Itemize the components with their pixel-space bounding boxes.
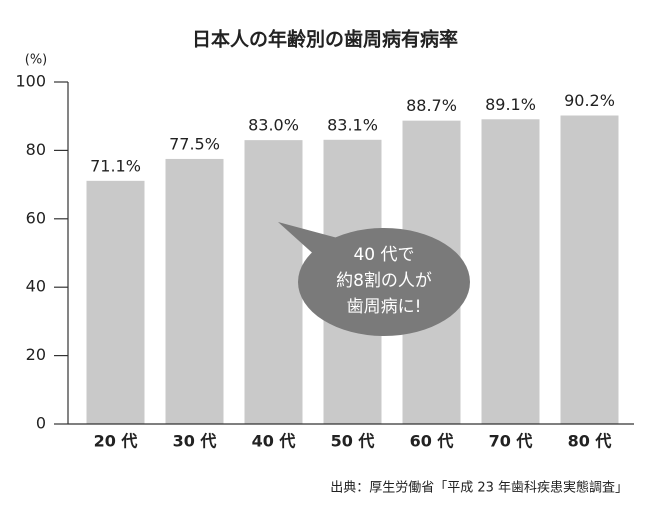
value-label: 88.7% [406,96,457,115]
annotation-line: 40 代で [353,245,414,265]
bar [481,119,540,424]
bar [560,115,619,425]
bar [165,158,224,424]
value-label: 77.5% [169,134,220,153]
y-tick-label: 80 [26,140,46,159]
bar [244,140,303,424]
x-tick-label: 50 代 [331,432,375,451]
y-tick-label: 40 [26,277,46,296]
value-label: 89.1% [485,95,536,114]
annotation-line: 歯周病に! [347,297,422,317]
y-tick-label: 20 [26,345,46,364]
value-label: 83.0% [248,116,299,135]
bubble [298,228,470,336]
bar [86,180,145,424]
x-tick-label: 60 代 [410,432,454,451]
y-axis-label: (%) [25,53,48,68]
x-tick-label: 70 代 [489,432,533,451]
annotation-line: 約8割の人が [336,271,432,291]
y-tick-label: 100 [15,72,46,91]
value-label: 83.1% [327,115,378,134]
value-label: 90.2% [564,91,615,110]
x-tick-label: 40 代 [252,432,296,451]
x-tick-label: 30 代 [173,432,217,451]
x-tick-label: 80 代 [568,432,612,451]
x-tick-label: 20 代 [94,432,138,451]
chart-title: 日本人の年齢別の歯周病有病率 [192,28,458,51]
y-tick-label: 60 [26,208,46,227]
value-label: 71.1% [90,156,141,175]
source: 出典：厚生労働省「平成 23 年歯科疾患実態調査」 [330,480,628,496]
y-tick-label: 0 [36,414,46,433]
